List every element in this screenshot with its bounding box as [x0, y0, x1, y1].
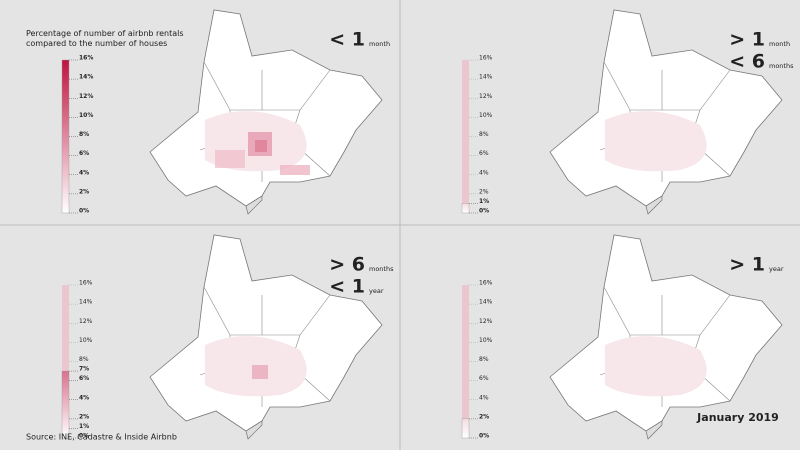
legend-bar: [62, 285, 69, 438]
legend-tick-label: 6%: [79, 150, 89, 157]
legend-tick-label: 2%: [79, 188, 89, 195]
duration-value: < 6: [729, 51, 765, 73]
legend-tick-label: 16%: [479, 280, 493, 287]
legend-tick-label: 2%: [479, 413, 489, 420]
source: Source: INE, Cadastre & Inside Airbnb: [26, 433, 177, 442]
legend-bar: [462, 60, 469, 213]
legend-tick-label: 16%: [79, 280, 93, 287]
legend-tick-label: 8%: [79, 131, 89, 138]
legend-tick-label: 8%: [79, 356, 89, 363]
legend-active: [461, 418, 470, 439]
duration-unit: month: [769, 40, 790, 48]
duration-unit: months: [369, 265, 394, 273]
legend-tick-label: 1%: [479, 198, 489, 205]
hotspot: [280, 165, 310, 175]
duration-value: > 1: [729, 29, 765, 51]
hotspot: [248, 132, 272, 156]
legend-tick-label: 8%: [479, 356, 489, 363]
legend-bar: [462, 285, 469, 438]
duration-value: > 6: [329, 254, 365, 276]
legend-tick-label: 10%: [79, 337, 93, 344]
legend-tick-label: 2%: [79, 413, 89, 420]
duration-unit: year: [769, 265, 784, 273]
duration-unit: year: [369, 287, 384, 295]
legend-tick-label: 2%: [479, 188, 489, 195]
legend-tick-label: 6%: [479, 150, 489, 157]
legend-tick-label: 0%: [479, 208, 489, 215]
legend-tick-label: 0%: [479, 433, 489, 440]
legend-tick-label: 12%: [479, 318, 493, 325]
legend-tick-label: 4%: [479, 394, 489, 401]
legend-tick-label: 4%: [479, 169, 489, 176]
panel: 0% 1% 2% 4% 6% 8% 10% 12% 14% 16% > 1 month < 6 month…: [461, 9, 794, 215]
legend-tick-label: 0%: [79, 433, 89, 440]
duration-value: > 1: [729, 254, 765, 276]
legend-tick-label: 16%: [79, 55, 93, 62]
legend-tick-label: 10%: [479, 337, 493, 344]
legend-tick-label: 1%: [79, 423, 89, 430]
title-line: Percentage of number of airbnb rentals co…: [26, 29, 184, 48]
duration-value: < 1: [329, 29, 365, 51]
legend-active: [61, 59, 70, 214]
panel: 0% 2% 4% 6% 8% 10% 12% 14% 16% > 1 year: [461, 234, 784, 440]
legend-tick-label: 0%: [79, 208, 89, 215]
duration-unit: months: [769, 62, 794, 70]
legend-tick-label: 14%: [79, 74, 93, 81]
panel: 0% 1% 2% 4% 6% 7% 8% 10% 12% 14% 16% > 6 months < 1 ye…: [61, 234, 394, 440]
title-line: compared to the number of houses: [26, 39, 167, 48]
legend-active: [461, 203, 470, 214]
legend-tick-label: 10%: [79, 112, 93, 119]
date: January 2019: [696, 411, 779, 424]
duration-value: < 1: [329, 276, 365, 298]
legend-tick-label: 8%: [479, 131, 489, 138]
legend-tick-label: 4%: [79, 394, 89, 401]
legend-tick-label: 6%: [79, 375, 89, 382]
legend-tick-label: 14%: [479, 299, 493, 306]
legend-tick-label: 14%: [479, 74, 493, 81]
legend-tick-label: 7%: [79, 366, 89, 373]
hotspot: [252, 365, 268, 379]
legend-tick-label: 10%: [479, 112, 493, 119]
legend-tick-label: 12%: [79, 318, 93, 325]
legend-tick-label: 14%: [79, 299, 93, 306]
duration-unit: month: [369, 40, 390, 48]
legend-active: [61, 370, 70, 439]
legend-tick-label: 4%: [79, 169, 89, 176]
legend-tick-label: 12%: [479, 93, 493, 100]
hotspot: [215, 150, 245, 168]
legend-tick-label: 16%: [479, 55, 493, 62]
panel: 0% 2% 4% 6% 8% 10% 12% 14% 16% < 1 month: [61, 9, 390, 215]
legend-tick-label: 6%: [479, 375, 489, 382]
legend-tick-label: 12%: [79, 93, 93, 100]
